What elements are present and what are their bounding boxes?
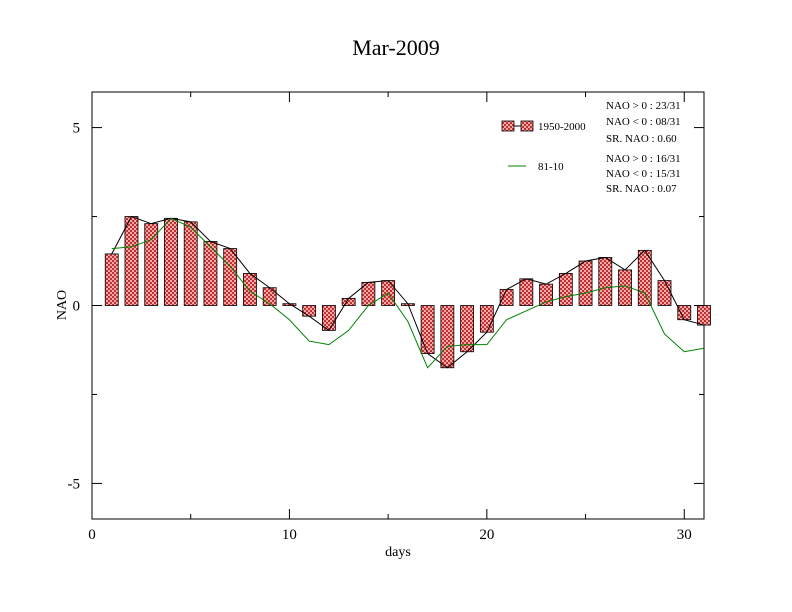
stat-8110-nao-neg: NAO < 0 : 15/31 [606, 168, 681, 180]
stat-1950-nao-pos: NAO > 0 : 23/31 [606, 100, 681, 112]
legend-label-81-10: 81-10 [538, 161, 564, 173]
bar-day-8 [243, 273, 257, 306]
bar-day-22 [519, 278, 534, 306]
bar-day-24 [558, 273, 573, 306]
bar-day-9 [262, 287, 277, 306]
bar-day-2 [124, 216, 139, 306]
x-tick-label-30: 30 [677, 527, 692, 543]
bar-day-4 [164, 217, 178, 306]
x-axis-label: days [385, 545, 411, 560]
bar-day-28 [637, 249, 652, 306]
bar-day-1 [104, 253, 119, 306]
bar-day-17 [420, 305, 435, 354]
x-tick-label-10: 10 [282, 527, 297, 543]
bar-day-25 [578, 260, 593, 306]
legend-label-1950-2000: 1950-2000 [538, 121, 586, 133]
bar-day-5 [183, 221, 198, 306]
bar-day-26 [598, 257, 613, 306]
bar-day-30 [677, 305, 692, 321]
x-tick-label-20: 20 [479, 527, 494, 543]
stat-8110-nao-pos: NAO > 0 : 16/31 [606, 153, 681, 165]
series-line-81-10 [111, 217, 705, 369]
y-tick-label-5: 5 [73, 121, 81, 137]
ticks-layer: 0 10 20 30 -5 0 5 [68, 92, 704, 543]
stats-block: NAO > 0 : 23/31 NAO < 0 : 08/31 SR. NAO … [606, 100, 681, 195]
legend: 1950-2000 81-10 [501, 120, 586, 173]
stat-1950-nao-neg: NAO < 0 : 08/31 [606, 116, 681, 128]
bar-day-21 [499, 289, 514, 306]
bar-day-18 [440, 305, 455, 369]
y-tick-label-m5: -5 [68, 476, 81, 492]
bar-day-29 [657, 280, 672, 306]
legend-swatch-bar-left [501, 120, 515, 132]
bar-day-31 [697, 305, 711, 326]
x-tick-label-0: 0 [88, 527, 96, 543]
bar-day-7 [223, 248, 238, 306]
legend-swatch-bar-right [520, 120, 534, 132]
bar-day-13 [341, 297, 356, 306]
y-tick-label-0: 0 [73, 299, 81, 315]
stat-1950-sr-nao: SR. NAO : 0.60 [606, 133, 677, 145]
bar-day-20 [479, 305, 494, 333]
series-line-1950-2000 [111, 215, 705, 369]
lines-layer [111, 215, 705, 369]
bar-day-3 [144, 223, 159, 306]
y-axis-label: NAO [55, 290, 70, 320]
chart-title: Mar-2009 [352, 35, 440, 60]
stat-8110-sr-nao: SR. NAO : 0.07 [606, 183, 677, 195]
bars-layer [104, 216, 711, 369]
bar-day-11 [302, 305, 317, 317]
